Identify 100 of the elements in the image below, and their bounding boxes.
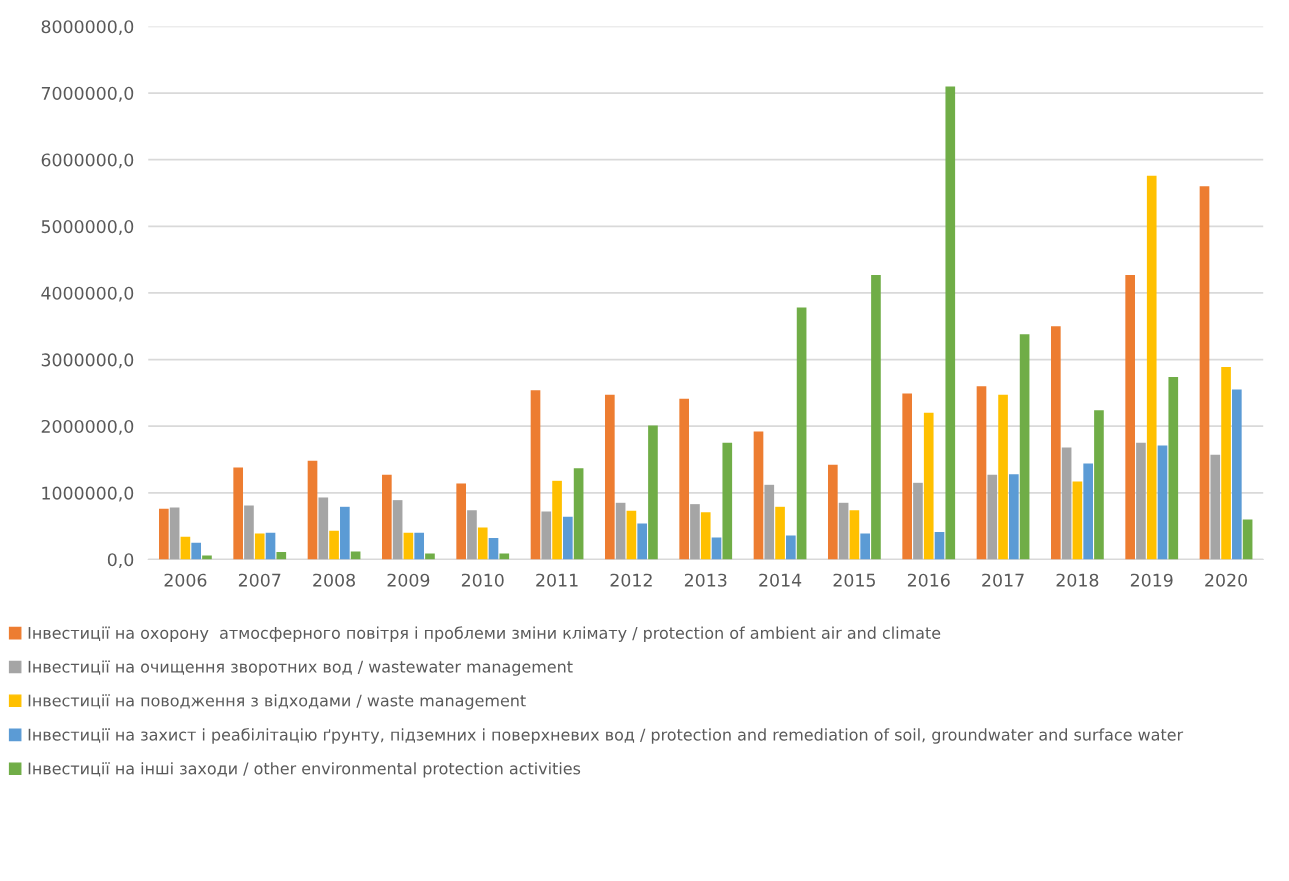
bar — [1232, 389, 1242, 560]
x-tick-label: 2013 — [684, 573, 727, 587]
x-tick-label: 2016 — [907, 573, 950, 587]
bar — [1051, 326, 1061, 560]
bar — [764, 484, 775, 560]
bar — [1242, 519, 1253, 560]
bar — [244, 505, 254, 560]
x-tick-label: 2014 — [759, 573, 802, 587]
bar — [1136, 442, 1146, 560]
bar — [1146, 175, 1157, 560]
bar — [169, 507, 180, 560]
bar — [679, 398, 689, 560]
bar — [871, 274, 881, 560]
bar — [753, 431, 764, 560]
bar — [1019, 334, 1030, 560]
bar — [403, 532, 414, 560]
bar — [860, 533, 870, 560]
bar — [711, 537, 722, 560]
x-tick-label: 2011 — [536, 573, 578, 587]
y-tick-label: 1000000,0 — [42, 486, 134, 502]
bar — [1083, 463, 1093, 560]
y-tick-label: 8000000,0 — [41, 20, 134, 36]
bar — [775, 506, 785, 560]
y-tick-label: 2000000,0 — [41, 419, 134, 435]
x-tick-label: 2020 — [1205, 573, 1247, 587]
bar — [722, 442, 733, 560]
y-tick-label: 7000000,0 — [41, 86, 134, 102]
bar — [626, 510, 637, 560]
bar — [530, 390, 541, 560]
bar — [1221, 366, 1231, 560]
x-tick-label: 2008 — [313, 573, 355, 587]
bar — [541, 511, 552, 560]
bar — [1061, 447, 1072, 560]
bar — [828, 464, 838, 560]
bar — [1072, 481, 1083, 560]
legend-label: Інвестиції на захист і реабілітацію ґрунту, підземних і поверхневих вод / protection and remediation of soil, groundwater and surface water — [28, 728, 1184, 744]
bar — [456, 483, 467, 560]
y-tick-label: 4000000,0 — [41, 286, 134, 302]
y-tick-label: 6000000,0 — [41, 153, 134, 169]
legend-label: Інвестиції на інші заходи / other environmental protection activities — [28, 762, 581, 778]
bar — [700, 512, 711, 560]
bar — [637, 523, 647, 560]
bar — [987, 474, 998, 560]
bar — [552, 480, 562, 560]
bar — [1210, 454, 1221, 560]
bar — [180, 536, 191, 560]
bar — [392, 500, 403, 560]
bar — [233, 467, 244, 560]
bar — [1094, 410, 1104, 560]
bar — [276, 552, 287, 560]
bar — [425, 553, 435, 560]
x-tick-label: 2012 — [610, 573, 652, 587]
x-tick-label: 2009 — [387, 573, 430, 587]
bar — [615, 502, 626, 560]
y-tick-label: 5000000,0 — [41, 220, 134, 235]
bar — [573, 468, 584, 560]
bar — [838, 502, 849, 560]
bar — [191, 542, 202, 560]
y-tick-label: 0,0 — [107, 553, 134, 569]
bar — [499, 553, 510, 560]
bar — [414, 532, 425, 560]
bar — [1199, 186, 1210, 560]
bar — [998, 394, 1008, 560]
bar — [202, 555, 212, 560]
bar — [945, 86, 956, 560]
x-tick-label: 2006 — [164, 573, 207, 587]
bar — [605, 394, 615, 560]
bar — [254, 533, 265, 560]
bar — [307, 460, 318, 560]
bar — [488, 538, 499, 560]
bar — [923, 412, 934, 560]
bar — [265, 532, 276, 560]
x-tick-label: 2018 — [1056, 573, 1099, 587]
x-tick-label: 2007 — [238, 573, 281, 587]
bar — [648, 425, 658, 560]
x-tick-label: 2015 — [833, 573, 875, 587]
x-tick-label: 2017 — [982, 573, 1024, 587]
legend-label: Інвестиції на очищення зворотних вод / wastewater management — [28, 660, 573, 676]
legend-label: Інвестиції на охорону атмосферного повітря і проблеми зміни клімату / protection of ambient air and climate — [28, 626, 941, 643]
y-tick-label: 3000000,0 — [41, 353, 134, 369]
x-tick-label: 2010 — [461, 573, 504, 587]
bar — [934, 532, 945, 560]
bar — [350, 551, 361, 560]
bar — [159, 508, 169, 560]
bar — [690, 504, 700, 560]
bar — [340, 506, 350, 560]
bar — [976, 386, 987, 560]
bar — [1125, 274, 1135, 560]
legend-label: Інвестиції на поводження з відходами / waste management — [28, 694, 526, 710]
bar — [796, 307, 807, 560]
x-tick-label: 2019 — [1130, 573, 1173, 587]
bar — [786, 535, 796, 560]
bar — [913, 482, 923, 560]
bar — [467, 510, 477, 560]
bar — [329, 530, 339, 560]
bar — [902, 393, 912, 560]
bar — [477, 527, 488, 560]
bar — [1157, 445, 1168, 560]
bar — [563, 516, 573, 560]
bar — [1009, 474, 1019, 560]
